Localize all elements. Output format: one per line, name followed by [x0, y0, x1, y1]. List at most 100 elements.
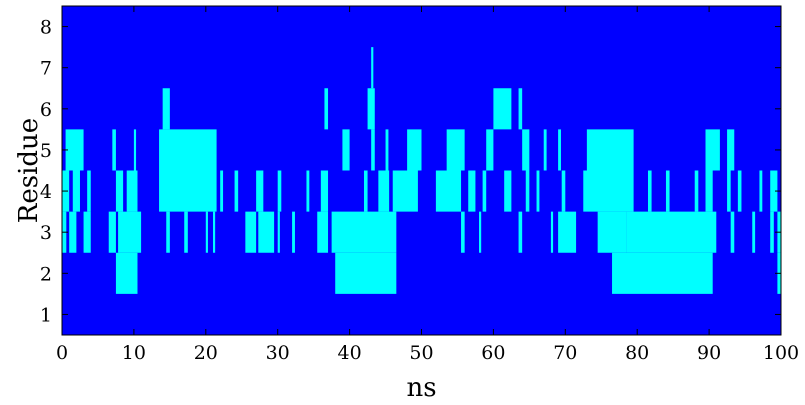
occupancy-bar-residue-3	[118, 211, 142, 253]
occupancy-bar-residue-4	[561, 170, 566, 212]
occupancy-bar-residue-4	[536, 170, 540, 212]
occupancy-bar-residue-4	[435, 170, 462, 212]
y-tick-label: 1	[40, 304, 52, 326]
x-tick-label: 60	[481, 342, 505, 364]
occupancy-bar-residue-5	[486, 129, 494, 171]
occupancy-bar-residue-4	[504, 170, 512, 212]
occupancy-bar-residue-4	[126, 170, 138, 212]
occupancy-bar-residue-3	[752, 211, 756, 253]
y-tick-label: 4	[40, 181, 52, 203]
plot-area	[61, 5, 782, 336]
occupancy-bar-residue-7	[371, 47, 374, 89]
occupancy-bar-residue-2	[335, 252, 397, 294]
x-axis-title: ns	[406, 373, 436, 403]
occupancy-bar-residue-4	[770, 170, 778, 212]
occupancy-bar-residue-4	[277, 170, 282, 212]
occupancy-bar-residue-6	[367, 88, 375, 130]
occupancy-bar-residue-4	[727, 170, 731, 212]
occupancy-bar-residue-3	[277, 211, 280, 253]
occupancy-bar-residue-4	[705, 170, 713, 212]
occupancy-bar-residue-4	[378, 170, 390, 212]
occupancy-bar-residue-5	[342, 129, 350, 171]
occupancy-bar-residue-3	[166, 211, 170, 253]
occupancy-bar-residue-4	[159, 170, 217, 212]
occupancy-bar-residue-4	[87, 170, 91, 212]
occupancy-bar-residue-3	[184, 211, 188, 253]
occupancy-bar-residue-5	[112, 129, 116, 171]
occupancy-bar-residue-5	[705, 129, 720, 171]
occupancy-bar-residue-5	[407, 129, 422, 171]
y-axis-title: Residue	[14, 118, 44, 223]
occupancy-bar-residue-5	[543, 129, 547, 171]
occupancy-bar-residue-4	[320, 170, 329, 212]
x-tick-label: 100	[763, 342, 799, 364]
occupancy-bar-residue-3	[258, 211, 275, 253]
axis-ticks	[61, 6, 782, 335]
occupancy-bar-residue-5	[727, 129, 735, 171]
occupancy-bar-residue-4	[220, 170, 224, 212]
occupancy-bar-residue-5	[522, 129, 530, 171]
x-tick-label: 0	[56, 342, 68, 364]
occupancy-bar-residue-3	[331, 211, 397, 253]
x-tick-label: 30	[266, 342, 290, 364]
y-tick-label: 8	[40, 17, 52, 39]
occupancy-bar-residue-3	[205, 211, 208, 253]
occupancy-bar-residue-2	[115, 252, 138, 294]
occupancy-bar-residue-3	[626, 211, 717, 253]
x-tick-label: 50	[409, 342, 433, 364]
occupancy-bar-residue-4	[392, 170, 418, 212]
occupancy-bar-residue-6	[518, 88, 523, 130]
occupancy-bar-residue-6	[324, 88, 329, 130]
y-tick-label: 6	[40, 99, 52, 121]
x-tick-label: 90	[697, 342, 721, 364]
y-tick-label: 5	[40, 140, 52, 162]
occupancy-bar-residue-6	[162, 88, 170, 130]
x-tick-label: 80	[625, 342, 649, 364]
occupancy-bar-residue-4	[647, 170, 652, 212]
y-tick-label: 3	[40, 222, 52, 244]
occupancy-bar-residue-4	[72, 170, 80, 212]
y-tick-label: 2	[40, 263, 52, 285]
occupancy-bar-residue-3	[292, 211, 295, 253]
occupancy-bar-residue-4	[759, 170, 763, 212]
occupancy-bar-residue-5	[586, 129, 634, 171]
x-tick-label: 70	[553, 342, 577, 364]
occupancy-bar-residue-4	[306, 170, 310, 212]
occupancy-bar-residue-3	[770, 211, 774, 253]
occupancy-bar-residue-3	[550, 211, 554, 253]
x-tick-label: 40	[338, 342, 362, 364]
x-tick-label: 10	[122, 342, 146, 364]
occupancy-bar-residue-5	[65, 129, 84, 171]
occupancy-bar-residue-3	[597, 211, 627, 253]
occupancy-bar-residue-3	[212, 211, 216, 253]
occupancy-bar-residue-4	[737, 170, 742, 212]
occupancy-bar-residue-5	[385, 129, 389, 171]
occupancy-bar-residue-5	[133, 129, 137, 171]
x-tick-label: 20	[194, 342, 218, 364]
occupancy-bar-residue-4	[482, 170, 487, 212]
occupancy-bar-residue-3	[730, 211, 735, 253]
occupancy-bar-residue-3	[518, 211, 523, 253]
occupancy-bar-residue-4	[525, 170, 530, 212]
occupancy-bar-residue-4	[115, 170, 124, 212]
occupancy-bar-residue-3	[108, 211, 116, 253]
occupancy-bar-residue-4	[256, 170, 264, 212]
occupancy-bar-residue-6	[493, 88, 512, 130]
occupancy-bar-residue-3	[558, 211, 577, 253]
occupancy-bar-residue-4	[694, 170, 699, 212]
occupancy-bar-residue-3	[69, 211, 77, 253]
y-tick-label: 7	[40, 58, 52, 80]
occupancy-bar-residue-5	[446, 129, 465, 171]
occupancy-bar-residue-4	[234, 170, 239, 212]
occupancy-bar-residue-4	[363, 170, 368, 212]
occupancy-bar-residue-5	[558, 129, 561, 171]
occupancy-bar-residue-4	[665, 170, 670, 212]
occupancy-bar-residue-3	[317, 211, 329, 253]
occupancy-bar-residue-4	[583, 170, 634, 212]
occupancy-bar-residue-3	[245, 211, 257, 253]
occupancy-bar-residue-3	[83, 211, 91, 253]
occupancy-bar-residue-5	[159, 129, 217, 171]
occupancy-bar-residue-2	[612, 252, 713, 294]
occupancy-bar-residue-4	[468, 170, 476, 212]
